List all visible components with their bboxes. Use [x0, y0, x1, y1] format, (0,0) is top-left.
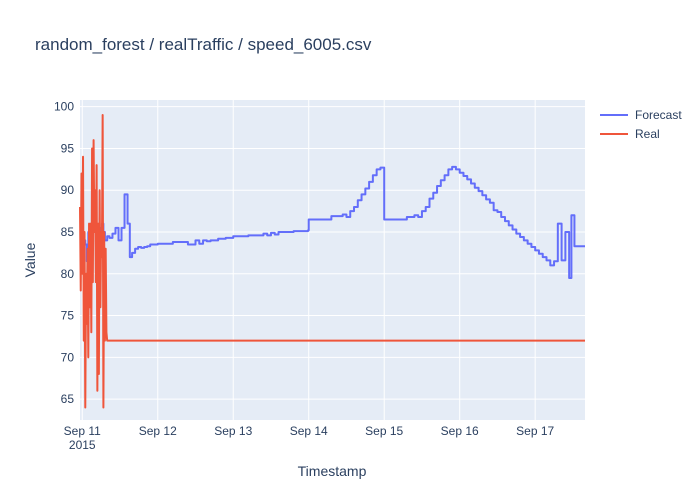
x-tick-year-label: 2015: [69, 438, 96, 452]
y-tick-label: 80: [61, 267, 75, 281]
y-tick-label: 75: [61, 309, 75, 323]
legend-label-real: Real: [635, 127, 660, 141]
tick-layer: 65 70 75 80 85 90 95 100 Sep 11 Sep 12 Sep 13 Sep 1…: [54, 100, 555, 452]
y-tick-label: 85: [61, 225, 75, 239]
x-tick-label: Sep 17: [516, 424, 554, 438]
chart-title: random_forest / realTraffic / speed_6005…: [35, 35, 372, 54]
x-tick-label: Sep 14: [290, 424, 328, 438]
series-line-real[interactable]: [79, 114, 585, 409]
y-axis-title: Value: [22, 242, 38, 277]
x-tick-label: Sep 11: [64, 424, 101, 438]
x-tick-label: Sep 16: [441, 424, 479, 438]
y-tick-label: 70: [61, 350, 75, 364]
plot-background: [80, 100, 585, 420]
x-tick-label: Sep 12: [139, 424, 177, 438]
y-tick-label: 65: [61, 392, 75, 406]
legend-label-forecast: Forecast: [635, 108, 682, 122]
x-axis-title: Timestamp: [298, 463, 367, 479]
legend[interactable]: Forecast Real: [600, 108, 682, 141]
series-line-forecast[interactable]: [80, 165, 586, 279]
series-layer: [79, 114, 586, 409]
x-tick-label: Sep 13: [214, 424, 252, 438]
grid-layer: [80, 100, 585, 420]
y-tick-label: 90: [61, 183, 75, 197]
x-tick-label: Sep 15: [365, 424, 403, 438]
y-tick-label: 100: [54, 100, 74, 114]
y-tick-label: 95: [61, 141, 75, 155]
